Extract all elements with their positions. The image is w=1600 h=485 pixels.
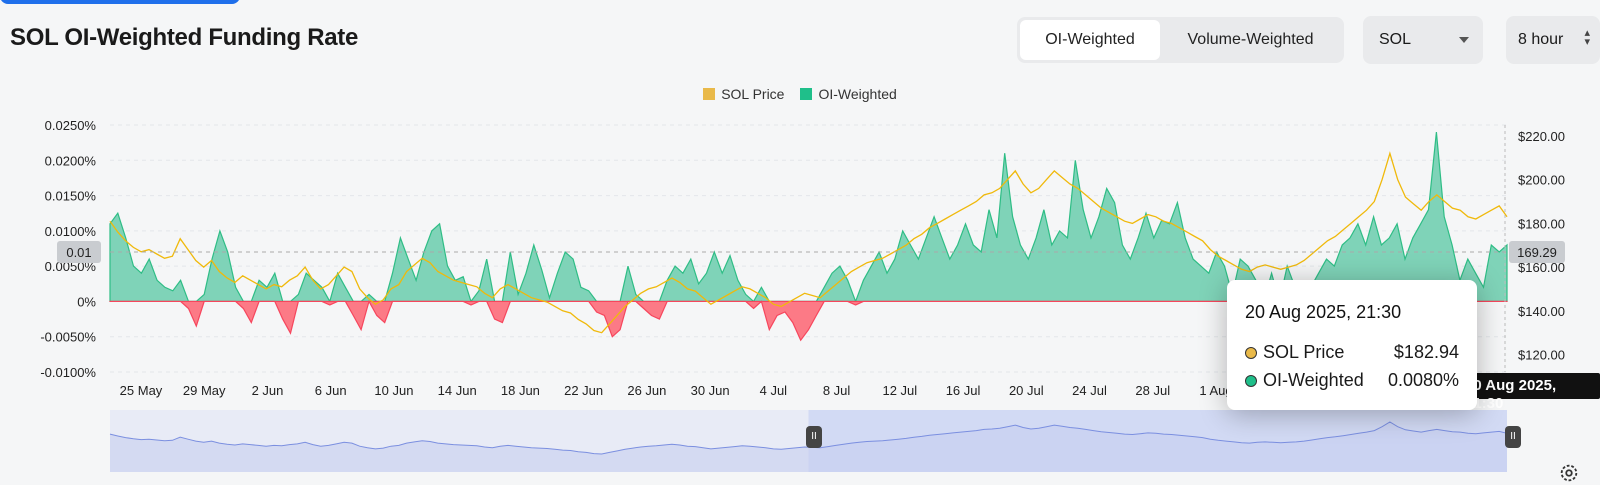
symbol-select-value: SOL — [1379, 31, 1412, 48]
left-tick-label: 0.0200% — [45, 153, 97, 168]
legend-item-price[interactable]: SOL Price — [703, 86, 784, 102]
left-tick-label: 0.0250% — [45, 118, 97, 133]
reference-line-group: 0.01 169.29 — [57, 241, 1565, 264]
navigator-right-handle[interactable]: II — [1505, 426, 1521, 448]
tooltip-label-oi: OI-Weighted — [1263, 370, 1364, 390]
left-tick-label: -0.0050% — [40, 330, 96, 345]
left-tick-label: 0.0150% — [45, 189, 97, 204]
settings-icon[interactable] — [1558, 462, 1580, 484]
x-tick-label: 25 May — [120, 383, 163, 398]
price-line-group — [109, 151, 1508, 334]
chevron-down-icon — [1459, 37, 1469, 43]
right-tick-label: $200.00 — [1518, 173, 1565, 188]
right-tick-label: $220.00 — [1518, 129, 1565, 144]
interval-select-value: 8 hour — [1518, 31, 1564, 48]
x-tick-label: 28 Jul — [1135, 383, 1170, 398]
reference-label-left-bg — [57, 241, 101, 264]
tooltip-label-price: SOL Price — [1263, 342, 1345, 362]
x-tick-label: 1 Aug — [1199, 383, 1232, 398]
legend-label-oi: OI-Weighted — [818, 86, 897, 102]
legend-swatch-price — [703, 88, 716, 100]
chart-legend: SOL Price OI-Weighted — [0, 86, 1600, 102]
right-tick-label: $140.00 — [1518, 304, 1565, 319]
stepper-arrows-icon: ▴ ▾ — [1584, 27, 1590, 48]
volume-weighted-tab[interactable]: Volume-Weighted — [1187, 31, 1314, 48]
navigator-area — [110, 422, 1507, 472]
legend-label-price: SOL Price — [721, 86, 785, 102]
x-tick-label: 12 Jul — [882, 383, 917, 398]
left-tick-label: -0.0100% — [40, 365, 96, 380]
right-tick-label: $120.00 — [1518, 348, 1565, 363]
weighting-toggle: OI-Weighted Volume-Weighted — [1017, 17, 1344, 63]
chart-axes: 0.0250%0.0200%0.0150%0.0100%0.0050%0%-0.… — [40, 118, 1565, 398]
x-tick-label: 29 May — [183, 383, 226, 398]
x-tick-label: 24 Jul — [1072, 383, 1107, 398]
left-tick-label: 0.0100% — [45, 224, 97, 239]
x-tick-label: 20 Jul — [1009, 383, 1044, 398]
oi-weighted-tab[interactable]: OI-Weighted — [1020, 20, 1160, 60]
reference-label-right-bg — [1509, 241, 1565, 264]
reference-label-left: 0.01 — [66, 245, 91, 260]
right-tick-label: $180.00 — [1518, 216, 1565, 231]
price-line — [109, 151, 1508, 334]
x-tick-label: 26 Jun — [627, 383, 666, 398]
right-tick-label: $160.00 — [1518, 260, 1565, 275]
x-tick-label: 6 Jun — [315, 383, 347, 398]
tooltip-dot-price — [1245, 346, 1257, 359]
tooltip-value-oi: 0.0080% — [1387, 370, 1459, 390]
chart-tooltip: 20 Aug 2025, 21:30 SOL Price $182.94 OI-… — [1227, 280, 1477, 410]
x-tick-label: 14 Jun — [438, 383, 477, 398]
left-tick-label: 0% — [77, 294, 96, 309]
legend-swatch-oi — [800, 88, 813, 100]
interval-select[interactable]: 8 hour ▴ ▾ — [1506, 16, 1600, 64]
x-tick-label: 10 Jun — [374, 383, 413, 398]
legend-item-oi[interactable]: OI-Weighted — [800, 86, 897, 102]
crosshair-x-label: 20 Aug 2025, 21:30 — [1457, 373, 1600, 412]
positive-funding-area — [109, 132, 1508, 304]
symbol-select[interactable]: SOL — [1363, 16, 1483, 64]
navigator-left-handle[interactable]: II — [806, 426, 822, 448]
reference-label-right: 169.29 — [1517, 245, 1557, 260]
x-tick-label: 16 Jul — [946, 383, 981, 398]
x-tick-label: 18 Jun — [501, 383, 540, 398]
top-accent-bar — [0, 0, 240, 4]
x-tick-label: 4 Jul — [760, 383, 788, 398]
tooltip-row-price: SOL Price $182.94 — [1245, 342, 1459, 363]
tooltip-time: 20 Aug 2025, 21:30 — [1245, 302, 1402, 322]
page-title: SOL OI-Weighted Funding Rate — [10, 24, 359, 51]
x-tick-label: 22 Jun — [564, 383, 603, 398]
tooltip-value-price: $182.94 — [1393, 342, 1459, 362]
tooltip-dot-oi — [1245, 374, 1257, 387]
x-tick-label: 30 Jun — [691, 383, 730, 398]
x-tick-label: 2 Jun — [252, 383, 284, 398]
x-tick-label: 8 Jul — [823, 383, 851, 398]
tooltip-row-oi: OI-Weighted 0.0080% — [1245, 370, 1459, 391]
